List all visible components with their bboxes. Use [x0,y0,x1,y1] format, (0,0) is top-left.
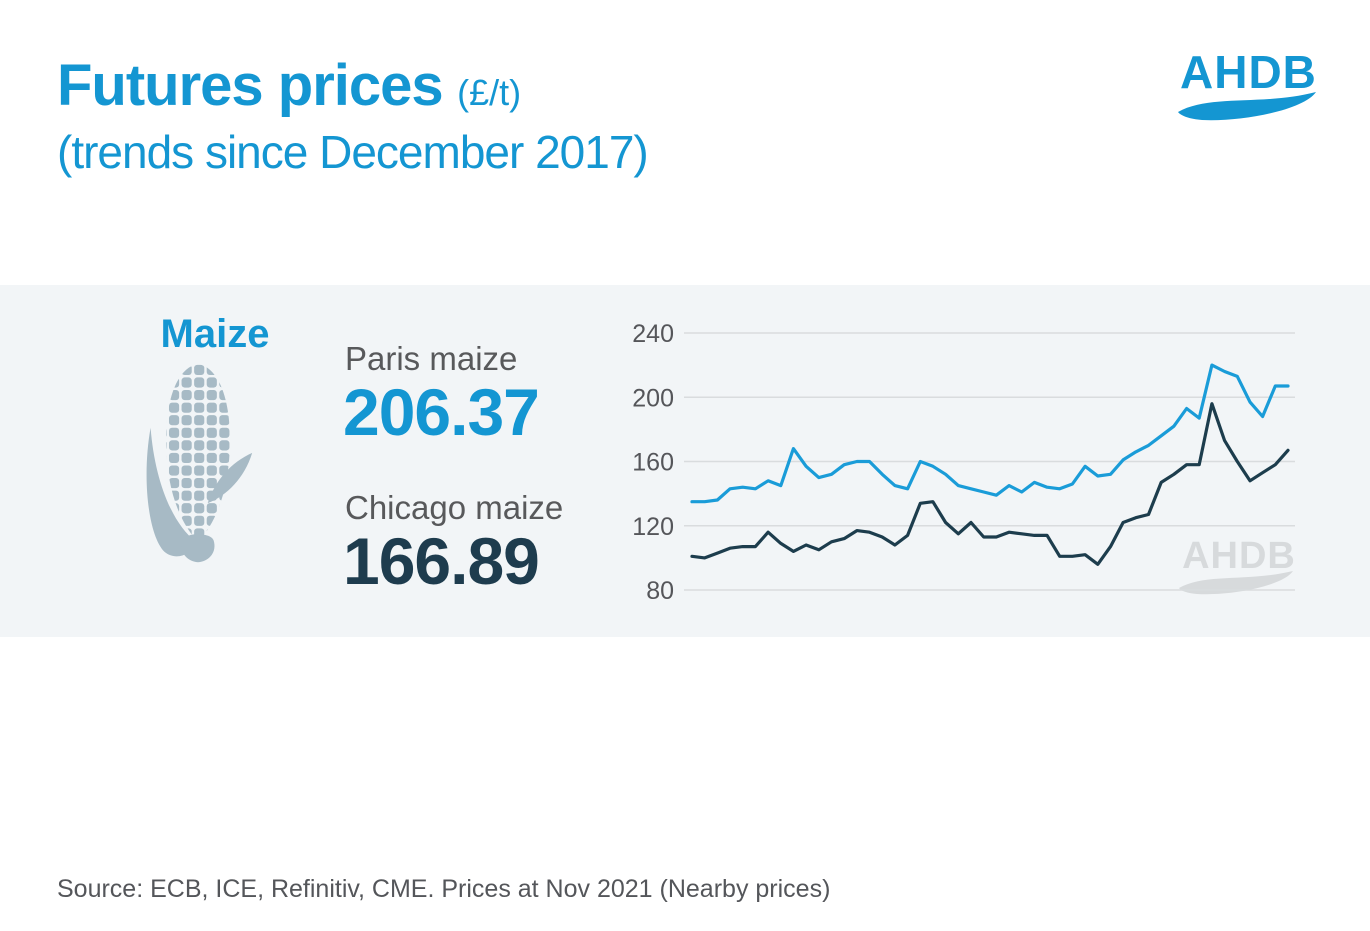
chicago-maize-value: 166.89 [343,524,540,598]
y-axis-tick-label: 160 [632,449,674,477]
corn-kernel [168,364,180,375]
ahdb-logo-swoosh-icon [1178,92,1316,121]
corn-kernel [181,427,192,438]
corn-kernel [206,490,217,501]
chicago-maize-line [690,402,1290,566]
y-axis-tick-label: 200 [632,384,674,412]
corn-kernel [219,528,230,539]
corn-kernel [206,377,217,388]
corn-kernel [194,515,205,526]
source-note: Source: ECB, ICE, Refinitiv, CME. Prices… [57,875,831,903]
corn-kernel [168,478,180,489]
corn-kernel [206,427,217,438]
corn-kernel [219,540,230,542]
maize-corn-icon [146,364,253,563]
corn-kernel [206,478,217,489]
corn-kernel [181,402,192,413]
corn-kernel [194,503,205,514]
corn-kernel [166,389,167,401]
corn-kernel [166,440,167,451]
corn-kernel [168,415,180,426]
corn-kernel [181,389,192,401]
corn-kernel [181,478,192,489]
chart-watermark: AHDB [1179,535,1296,595]
corn-kernel [219,377,230,388]
corn-kernel [181,452,192,464]
header: Futures prices (£/t) (trends since Decem… [57,52,649,179]
corn-kernel [181,515,192,526]
corn-kernel [194,465,205,476]
paris-maize-label: Paris maize [345,340,518,377]
corn-kernel [194,415,205,426]
corn-kernel [194,528,205,539]
corn-kernel [206,465,217,476]
corn-kernel [219,402,230,413]
page-title: Futures prices [57,53,444,118]
corn-kernel [206,440,217,451]
corn-kernel [181,415,192,426]
corn-kernel [206,402,217,413]
corn-kernel [194,377,205,388]
y-axis-tick-label: 80 [646,577,674,605]
corn-kernel [194,402,205,413]
corn-kernel [219,427,230,438]
watermark-swoosh-icon [1179,571,1293,595]
futures-price-line-chart: AHDB 240 200 160 120 80 [632,320,1296,605]
corn-kernel [194,427,205,438]
corn-kernel [181,465,192,476]
corn-kernel [168,389,180,401]
corn-kernel [168,427,180,438]
corn-kernel [166,415,167,426]
corn-kernel [206,389,217,401]
corn-kernel [206,452,217,464]
corn-kernel [168,465,180,476]
ahdb-logo: AHDB [1178,50,1317,121]
corn-kernel [219,415,230,426]
watermark-text: AHDB [1182,535,1296,577]
corn-kernel [206,364,217,375]
corn-kernel [166,427,167,438]
corn-kernel [181,490,192,501]
corn-kernel [206,415,217,426]
corn-kernel [206,515,217,526]
corn-kernel [219,452,230,464]
page-subtitle: (trends since December 2017) [57,126,649,178]
corn-kernel [206,503,217,514]
y-axis-tick-label: 120 [632,513,674,541]
corn-kernel [181,440,192,451]
corn-kernel [219,503,230,514]
chicago-maize-label: Chicago maize [345,489,564,526]
corn-kernel [194,452,205,464]
corn-kernel [168,490,180,501]
corn-kernel [166,364,167,375]
corn-kernel [181,503,192,514]
corn-kernel [166,452,167,464]
corn-kernel [168,377,180,388]
page-title-unit: (£/t) [457,72,522,113]
corn-kernel [219,364,230,375]
paris-maize-line [690,363,1290,504]
corn-kernel [168,440,180,451]
corn-kernel [219,389,230,401]
ahdb-logo-text: AHDB [1180,50,1317,98]
corn-kernel [219,440,230,451]
corn-kernel [166,377,167,388]
corn-kernel [168,452,180,464]
corn-kernel [194,490,205,501]
corn-kernel [194,478,205,489]
corn-kernel [194,440,205,451]
corn-kernel [181,364,192,375]
corn-kernel [166,402,167,413]
commodity-title: Maize [160,312,270,356]
corn-kernel [219,465,230,476]
corn-kernel [194,364,205,375]
paris-maize-value: 206.37 [343,375,540,449]
y-axis-tick-label: 240 [632,320,674,348]
corn-kernel [219,515,230,526]
corn-kernel [194,389,205,401]
corn-kernel [181,377,192,388]
corn-kernel [168,402,180,413]
